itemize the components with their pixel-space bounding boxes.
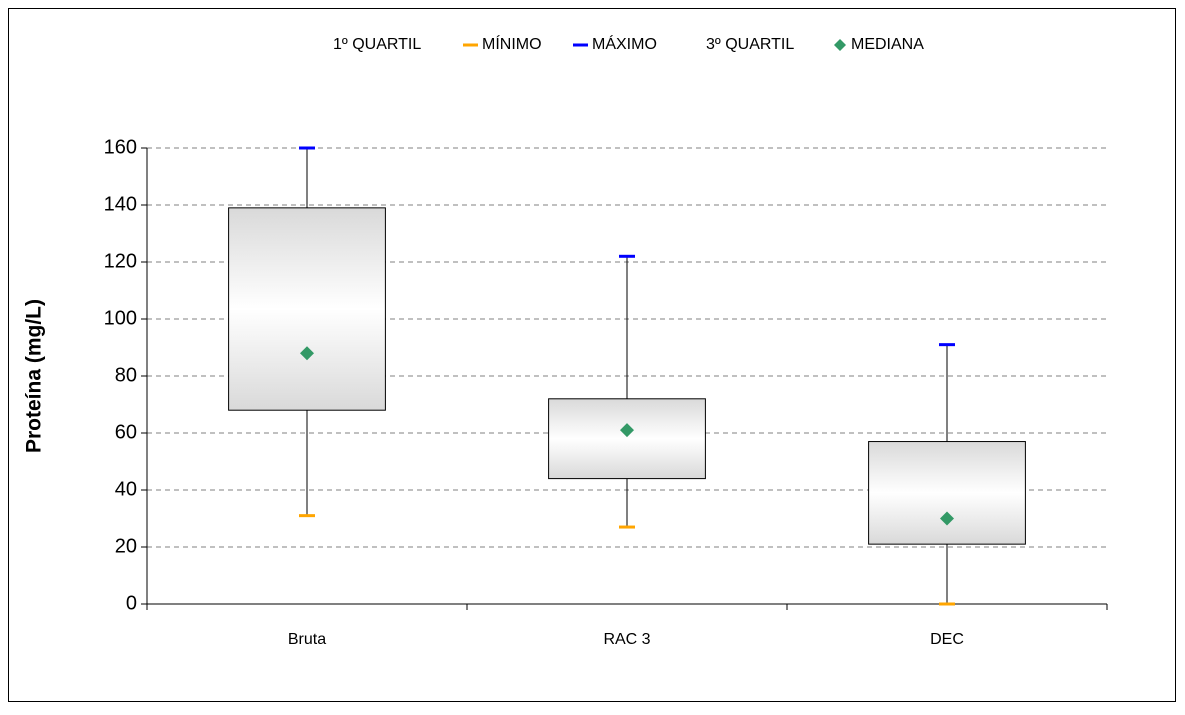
legend-label: 1º QUARTIL [333,36,421,53]
y-tick-label: 100 [104,307,137,329]
y-tick-label: 40 [115,478,137,500]
legend-label: MÁXIMO [592,34,657,53]
median-marker [940,511,954,526]
y-tick-label: 60 [115,421,137,443]
chart-border [8,8,1176,702]
legend-label: MÍNIMO [482,34,542,53]
median-marker [620,423,634,438]
box [228,207,386,411]
x-tick-label: DEC [930,631,964,648]
y-tick-label: 80 [115,364,137,386]
y-tick-label: 160 [104,136,137,158]
x-tick-label: Bruta [288,631,326,648]
y-tick-label: 140 [104,193,137,215]
legend-label: 3º QUARTIL [706,36,794,53]
median-marker [300,346,314,361]
y-tick-label: 20 [115,535,137,557]
box [868,441,1026,545]
y-axis-label: Proteína (mg/L) [23,299,46,453]
y-tick-label: 120 [104,250,137,272]
legend-marker [834,39,846,51]
x-tick-label: RAC 3 [603,631,650,648]
y-tick-label: 0 [126,592,137,614]
box [548,398,706,480]
legend-label: MEDIANA [851,36,924,53]
